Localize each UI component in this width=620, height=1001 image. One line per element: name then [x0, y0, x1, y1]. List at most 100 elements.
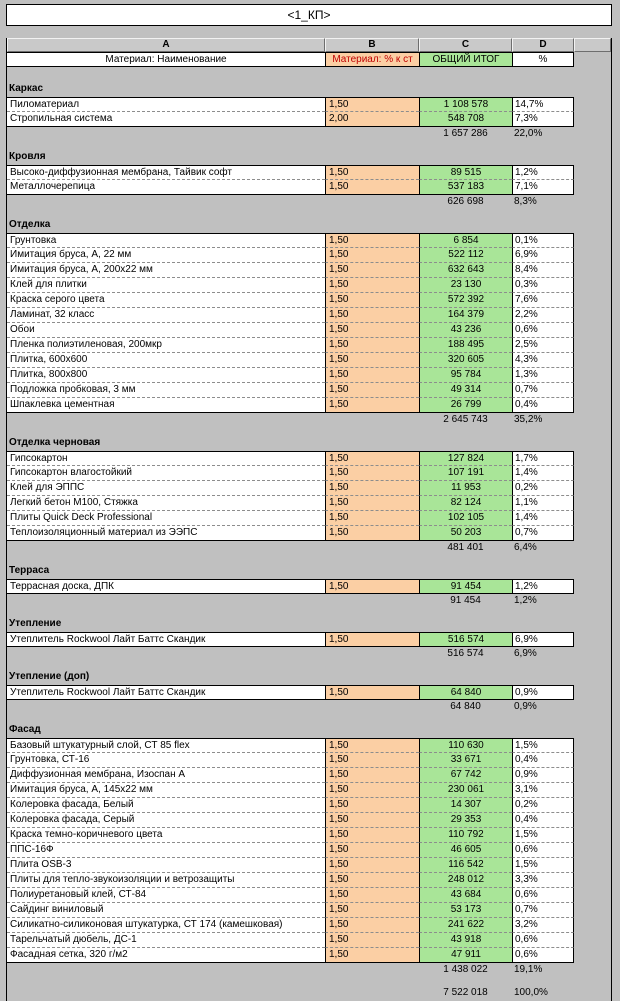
material-pct-cell[interactable]: 1,50 [325, 828, 419, 843]
pct-cell[interactable]: 8,4% [512, 263, 574, 278]
material-pct-cell[interactable]: 1,50 [325, 783, 419, 798]
material-pct-cell[interactable]: 1,50 [325, 918, 419, 933]
material-name-cell[interactable]: Базовый штукатурный слой, СТ 85 flex [7, 738, 325, 753]
subtotal-pct[interactable]: 0,9% [514, 701, 537, 712]
total-cell[interactable]: 11 953 [419, 481, 512, 496]
material-pct-cell[interactable]: 1,50 [325, 451, 419, 466]
pct-cell[interactable]: 7,3% [512, 112, 574, 127]
material-name-cell[interactable]: Пиломатериал [7, 97, 325, 112]
material-pct-cell[interactable]: 1,50 [325, 858, 419, 873]
material-name-cell[interactable]: Плиты Quick Deck Professional [7, 511, 325, 526]
material-pct-cell[interactable]: 1,50 [325, 233, 419, 248]
total-cell[interactable]: 572 392 [419, 293, 512, 308]
subtotal-value[interactable]: 2 645 743 [443, 414, 488, 425]
material-name-cell[interactable]: Металлочерепица [7, 180, 325, 195]
section-title[interactable]: Кровля [9, 151, 46, 162]
total-cell[interactable]: 248 012 [419, 873, 512, 888]
total-cell[interactable]: 33 671 [419, 753, 512, 768]
section-title[interactable]: Терраса [9, 565, 50, 576]
material-name-cell[interactable]: Сайдинг виниловый [7, 903, 325, 918]
total-cell[interactable]: 107 191 [419, 466, 512, 481]
material-name-cell[interactable]: Ламинат, 32 класс [7, 308, 325, 323]
total-cell[interactable]: 632 643 [419, 263, 512, 278]
material-name-cell[interactable]: Клей для ЭППС [7, 481, 325, 496]
material-name-cell[interactable]: Плита OSB-3 [7, 858, 325, 873]
material-pct-cell[interactable]: 1,50 [325, 496, 419, 511]
material-name-cell[interactable]: Обои [7, 323, 325, 338]
material-pct-cell[interactable]: 1,50 [325, 180, 419, 195]
material-name-cell[interactable]: Фасадная сетка, 320 г/м2 [7, 948, 325, 963]
pct-cell[interactable]: 3,3% [512, 873, 574, 888]
pct-cell[interactable]: 3,1% [512, 783, 574, 798]
pct-cell[interactable]: 1,2% [512, 165, 574, 180]
section-title[interactable]: Фасад [9, 724, 41, 735]
total-cell[interactable]: 230 061 [419, 783, 512, 798]
pct-cell[interactable]: 14,7% [512, 97, 574, 112]
material-name-cell[interactable]: Гипсокартон [7, 451, 325, 466]
total-cell[interactable]: 95 784 [419, 368, 512, 383]
total-cell[interactable]: 49 314 [419, 383, 512, 398]
material-name-cell[interactable]: Плитка, 800х800 [7, 368, 325, 383]
total-cell[interactable]: 164 379 [419, 308, 512, 323]
pct-cell[interactable]: 0,3% [512, 278, 574, 293]
material-name-cell[interactable]: Шпаклевка цементная [7, 398, 325, 413]
total-cell[interactable]: 102 105 [419, 511, 512, 526]
pct-cell[interactable]: 0,9% [512, 685, 574, 700]
material-pct-cell[interactable]: 1,50 [325, 753, 419, 768]
pct-cell[interactable]: 7,6% [512, 293, 574, 308]
total-cell[interactable]: 26 799 [419, 398, 512, 413]
material-name-cell[interactable]: Гипсокартон влагостойкий [7, 466, 325, 481]
material-pct-cell[interactable]: 1,50 [325, 738, 419, 753]
total-cell[interactable]: 548 708 [419, 112, 512, 127]
section-title[interactable]: Утепление (доп) [9, 671, 90, 682]
material-name-cell[interactable]: Диффузионная мембрана, Изоспан А [7, 768, 325, 783]
total-cell[interactable]: 43 236 [419, 323, 512, 338]
total-cell[interactable]: 91 454 [419, 579, 512, 594]
total-cell[interactable]: 47 911 [419, 948, 512, 963]
header-material-name[interactable]: Материал: Наименование [7, 52, 325, 67]
pct-cell[interactable]: 1,5% [512, 738, 574, 753]
pct-cell[interactable]: 0,6% [512, 933, 574, 948]
material-pct-cell[interactable]: 1,50 [325, 248, 419, 263]
material-pct-cell[interactable]: 1,50 [325, 873, 419, 888]
pct-cell[interactable]: 0,7% [512, 383, 574, 398]
total-cell[interactable]: 522 112 [419, 248, 512, 263]
material-name-cell[interactable]: Плитка, 600х600 [7, 353, 325, 368]
material-pct-cell[interactable]: 1,50 [325, 888, 419, 903]
material-pct-cell[interactable]: 1,50 [325, 323, 419, 338]
total-cell[interactable]: 320 605 [419, 353, 512, 368]
material-pct-cell[interactable]: 1,50 [325, 579, 419, 594]
subtotal-value[interactable]: 1 657 286 [443, 128, 488, 139]
subtotal-value[interactable]: 481 401 [447, 542, 484, 553]
material-pct-cell[interactable]: 1,50 [325, 263, 419, 278]
pct-cell[interactable]: 0,1% [512, 233, 574, 248]
material-pct-cell[interactable]: 1,50 [325, 511, 419, 526]
material-pct-cell[interactable]: 1,50 [325, 685, 419, 700]
column-header-b[interactable]: B [325, 38, 419, 52]
pct-cell[interactable]: 6,9% [512, 632, 574, 647]
header-percent[interactable]: % [512, 52, 574, 67]
material-pct-cell[interactable]: 1,50 [325, 293, 419, 308]
subtotal-value[interactable]: 91 454 [450, 595, 481, 606]
pct-cell[interactable]: 1,4% [512, 511, 574, 526]
material-name-cell[interactable]: Силикатно-силиконовая штукатурка, СТ 174… [7, 918, 325, 933]
material-pct-cell[interactable]: 1,50 [325, 165, 419, 180]
total-cell[interactable]: 127 824 [419, 451, 512, 466]
material-name-cell[interactable]: Стропильная система [7, 112, 325, 127]
material-pct-cell[interactable]: 1,50 [325, 353, 419, 368]
total-cell[interactable]: 537 183 [419, 180, 512, 195]
material-name-cell[interactable]: Грунтовка [7, 233, 325, 248]
total-cell[interactable]: 23 130 [419, 278, 512, 293]
sheet-title-cell[interactable]: <1_КП> [6, 4, 612, 26]
material-name-cell[interactable]: Имитация бруса, А, 200х22 мм [7, 263, 325, 278]
material-name-cell[interactable]: Плиты для тепло-звукоизоляции и ветрозащ… [7, 873, 325, 888]
total-cell[interactable]: 53 173 [419, 903, 512, 918]
total-cell[interactable]: 50 203 [419, 526, 512, 541]
material-pct-cell[interactable]: 1,50 [325, 383, 419, 398]
material-pct-cell[interactable]: 2,00 [325, 112, 419, 127]
column-header-a[interactable]: A [7, 38, 325, 52]
material-pct-cell[interactable]: 1,50 [325, 768, 419, 783]
material-name-cell[interactable]: Клей для плитки [7, 278, 325, 293]
total-cell[interactable]: 43 684 [419, 888, 512, 903]
material-pct-cell[interactable]: 1,50 [325, 813, 419, 828]
